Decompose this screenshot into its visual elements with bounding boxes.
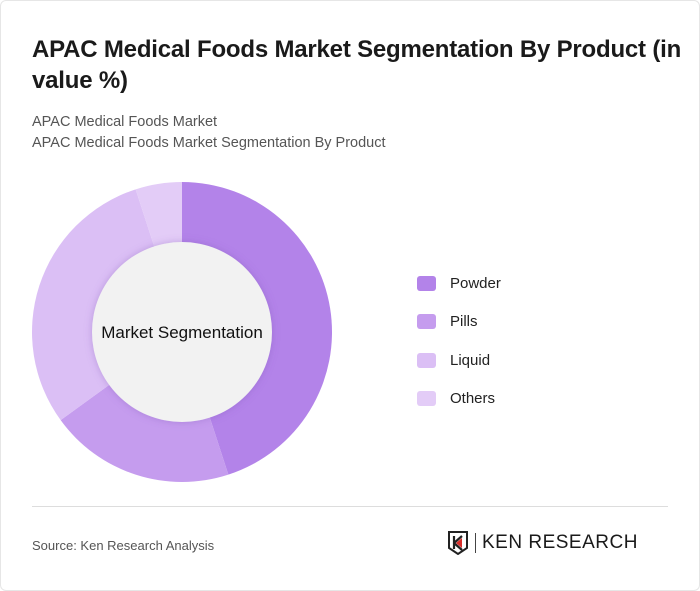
legend-item-liquid[interactable]: Liquid: [417, 341, 501, 380]
donut-center: [92, 242, 272, 422]
subtitle-segmentation: APAC Medical Foods Market Segmentation B…: [32, 135, 386, 151]
legend-swatch: [417, 314, 436, 330]
legend-swatch: [417, 275, 436, 291]
divider: [32, 506, 668, 507]
legend-label: Others: [450, 390, 496, 408]
logo-text: KEN RESEARCH: [482, 532, 638, 553]
ken-research-logo: KEN RESEARCH: [447, 531, 638, 555]
legend-label: Liquid: [450, 351, 491, 369]
legend-item-powder[interactable]: Powder: [417, 264, 501, 303]
center-label: Market Segmentation: [101, 323, 263, 342]
logo-separator: [475, 533, 476, 553]
legend-swatch: [417, 352, 436, 368]
logo-emblem-icon: [448, 531, 468, 555]
legend-item-others[interactable]: Others: [417, 380, 501, 419]
page-title: APAC Medical Foods Market Segmentation B…: [32, 36, 682, 94]
legend-label: Pills: [450, 313, 478, 331]
legend-label: Powder: [450, 274, 501, 292]
source-note: Source: Ken Research Analysis: [32, 538, 215, 553]
legend-swatch: [417, 391, 436, 407]
donut-chart: Market Segmentation: [32, 182, 333, 483]
legend: Powder Pills Liquid Others: [417, 264, 501, 418]
subtitle-market: APAC Medical Foods Market: [32, 114, 218, 130]
legend-item-pills[interactable]: Pills: [417, 303, 501, 342]
